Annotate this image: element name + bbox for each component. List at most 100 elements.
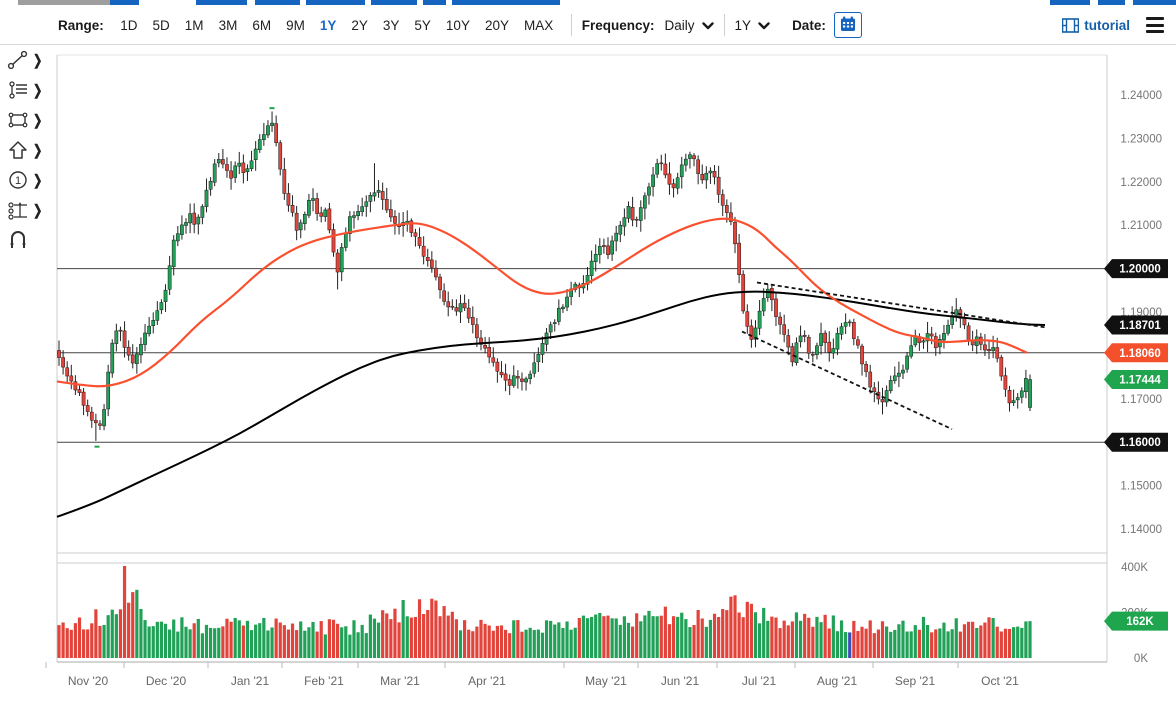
candle-body [663,163,668,176]
candle-body [655,163,660,175]
volume-bar [704,626,708,658]
candle-body [479,337,483,345]
candle-body [929,333,934,337]
volume-bar [659,615,663,658]
candle-body [868,371,873,388]
candle-body [675,177,680,189]
submenu-chevron-icon[interactable]: ❯ [33,142,43,159]
date-picker-button[interactable] [833,12,862,38]
range-option-3M[interactable]: 3M [218,17,238,33]
volume-bar [766,620,770,658]
range-option-3Y[interactable]: 3Y [382,17,400,33]
volume-bar [549,620,553,658]
chevron-down-icon[interactable] [701,18,714,33]
candle-body [98,423,102,426]
range-option-1D[interactable]: 1D [120,17,138,33]
price-chart-canvas[interactable]: 1.240001.230001.220001.210001.190001.170… [0,45,1176,698]
zoom-dropdown[interactable]: 1Y [735,18,771,33]
volume-bar [163,623,168,658]
candle-body [692,155,696,160]
shape-tool[interactable]: ❯ [0,105,47,135]
volume-bar [913,625,917,658]
candle-body [446,301,451,308]
volume-bar [471,631,475,658]
range-option-10Y[interactable]: 10Y [445,17,470,33]
volume-bar [159,621,164,658]
range-option-5D[interactable]: 5D [152,17,170,33]
magnet-tool[interactable] [0,225,47,255]
range-option-1M[interactable]: 1M [184,17,204,33]
ma-slow-line[interactable] [56,290,1046,518]
volume-bar [983,622,987,658]
measure-tool[interactable]: ❯ [0,195,47,225]
range-option-1Y[interactable]: 1Y [319,17,337,33]
submenu-chevron-icon[interactable]: ❯ [33,172,43,189]
volume-bar [553,624,557,658]
candle-body [614,232,619,242]
cropped-button [1050,0,1090,5]
submenu-chevron-icon[interactable]: ❯ [33,112,43,129]
candle-body [302,214,307,224]
candle-body [839,326,844,335]
candle-body [647,186,651,196]
volume-bar [495,625,499,658]
volume-bar [1007,628,1012,658]
hamburger-menu-icon[interactable] [1146,16,1164,35]
candle-body [311,198,315,201]
volume-bar [979,625,983,658]
candle-body [528,373,533,380]
horizontal-support-lines[interactable] [57,268,1107,443]
trendline[interactable] [756,281,1048,329]
candle-body [540,343,545,355]
candle-body [1015,397,1020,401]
candle-body [352,215,356,218]
volume-bar [803,613,807,658]
volume-bar [65,628,69,658]
fibonacci-tool[interactable]: ❯ [0,75,47,105]
month-label: Jan '21 [231,674,270,688]
annotation-number-tool[interactable]: 1 ❯ [0,165,47,195]
tutorial-button[interactable]: tutorial [1057,18,1130,33]
volume-bar [954,618,958,658]
volume-bar [524,629,528,658]
volume-bar [114,614,118,658]
volume-bar [61,622,65,658]
candle-body [216,159,221,164]
candle-body [548,324,553,333]
volume-bar [172,619,176,658]
chevron-down-icon[interactable] [758,18,770,33]
candle-body [938,339,942,348]
submenu-chevron-icon[interactable]: ❯ [33,82,43,99]
ma-fast-line[interactable] [56,217,1028,388]
trendline[interactable] [741,330,953,430]
candle-body [757,310,762,329]
trendline-tool[interactable]: ❯ [0,45,47,75]
range-option-2Y[interactable]: 2Y [351,17,368,33]
arrow-tool[interactable]: ❯ [0,135,47,165]
volume-bar [786,625,790,658]
volume-bar [585,618,590,658]
volume-bar [938,628,942,658]
volume-bar [930,632,934,658]
range-option-6M[interactable]: 6M [252,17,272,33]
range-option-5Y[interactable]: 5Y [414,17,431,33]
submenu-chevron-icon[interactable]: ❯ [33,52,43,69]
volume-bar [143,620,147,658]
frequency-dropdown[interactable]: Daily [665,18,714,33]
candle-body [229,170,233,179]
candle-body [851,322,856,339]
candle-body [683,158,688,166]
submenu-chevron-icon[interactable]: ❯ [33,202,43,219]
candle-body [81,391,86,406]
range-option-MAX[interactable]: MAX [523,17,554,33]
range-option-9M[interactable]: 9M [286,17,305,33]
candle-body [212,163,217,183]
volume-bar [598,612,602,658]
price-badge: 1.18060 [1104,343,1168,363]
range-option-20Y[interactable]: 20Y [484,17,509,33]
candle-body [114,330,119,344]
candle-body [57,350,61,358]
candle-body [524,378,528,383]
volume-bar [139,608,143,658]
candle-body [335,252,340,273]
